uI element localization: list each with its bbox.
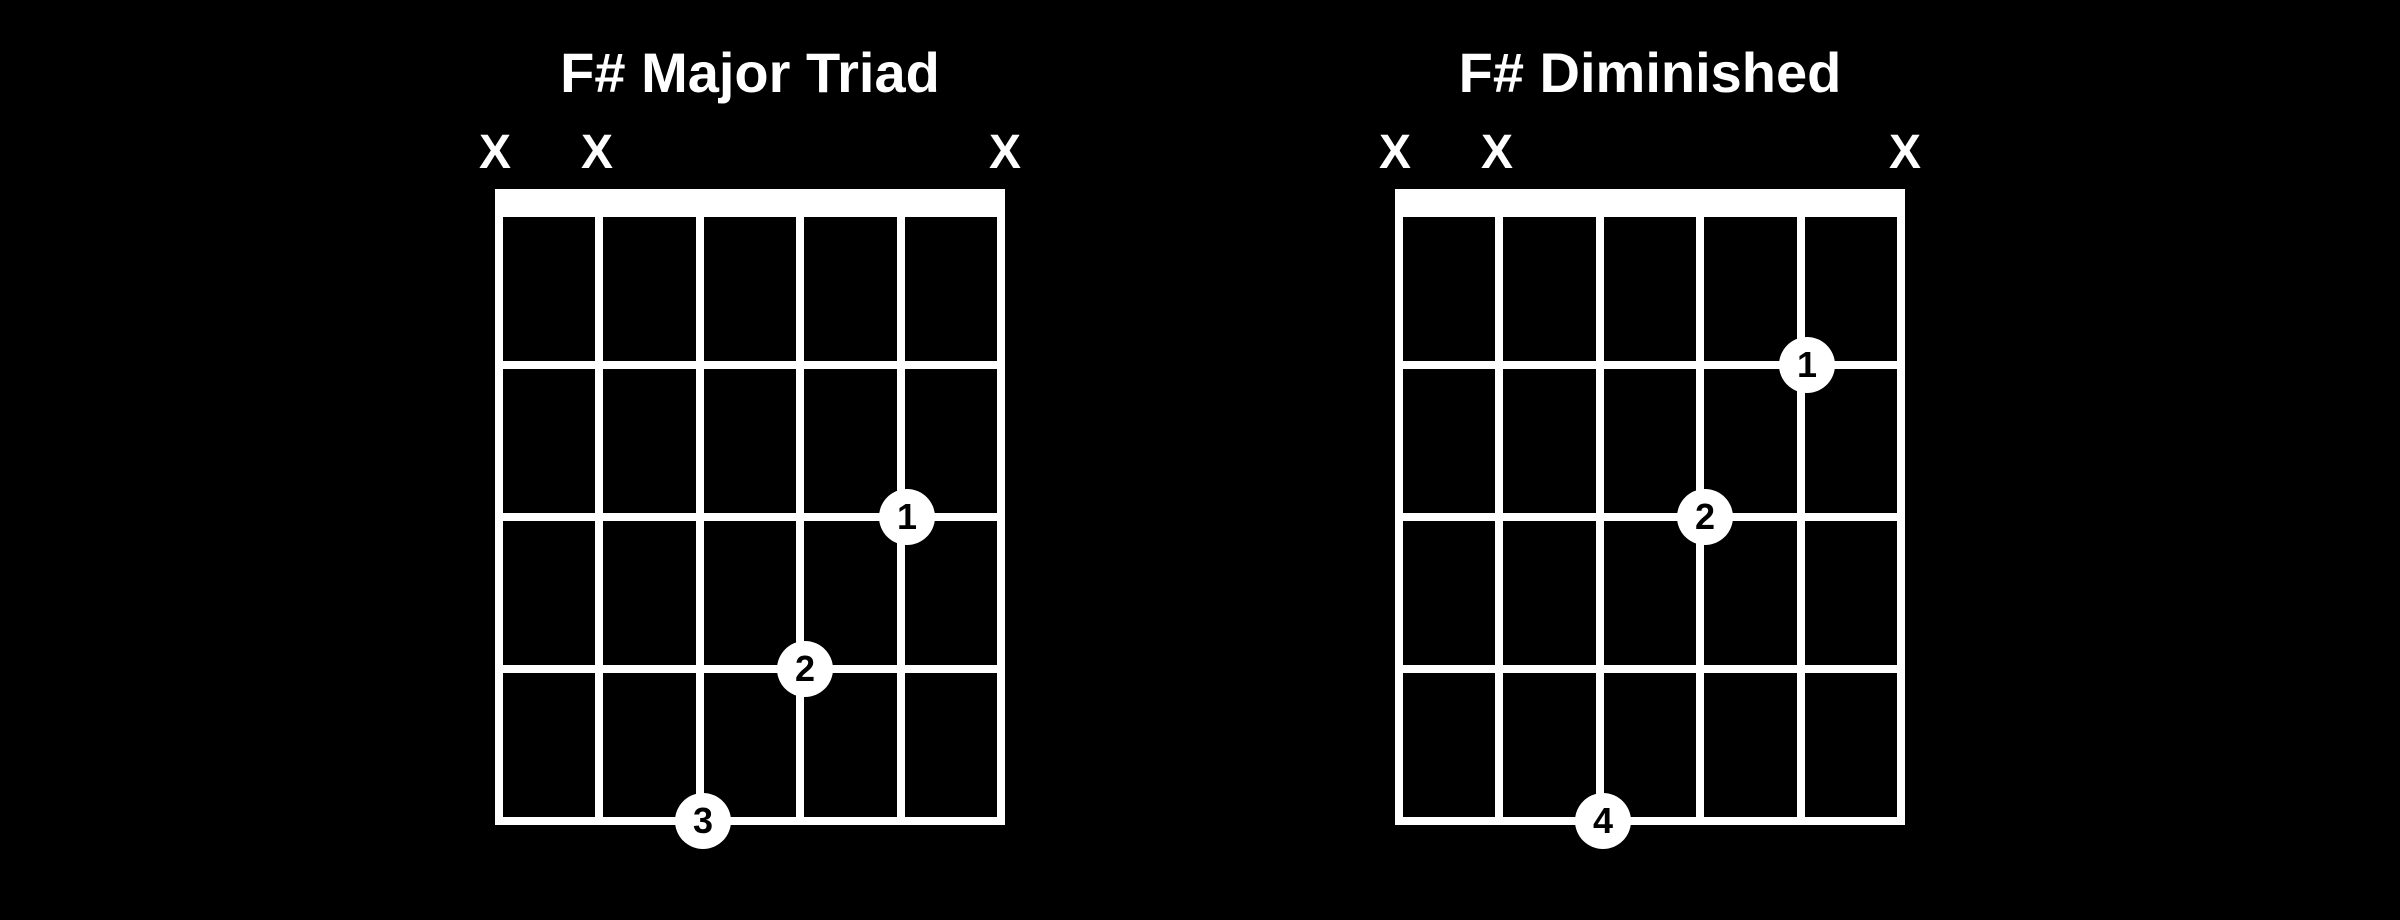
fret-row	[495, 217, 1005, 369]
string-marker: X	[1370, 125, 1420, 181]
string-marker	[1676, 125, 1726, 181]
string-marker	[674, 125, 724, 181]
string-marker	[878, 125, 928, 181]
fret-row	[495, 673, 1005, 825]
finger-dot: 2	[1677, 489, 1733, 545]
finger-dot: 2	[777, 641, 833, 697]
string-marker: X	[470, 125, 520, 181]
nut	[495, 189, 1005, 217]
fret-row	[1395, 673, 1905, 825]
chord-title: F# Diminished	[1459, 40, 1842, 105]
string-marker	[1778, 125, 1828, 181]
finger-dot: 1	[1779, 337, 1835, 393]
nut	[1395, 189, 1905, 217]
frets: 1 2 4	[1395, 217, 1905, 825]
chord-title: F# Major Triad	[560, 40, 940, 105]
string-marker: X	[572, 125, 622, 181]
string-marker	[776, 125, 826, 181]
fret-row	[495, 521, 1005, 673]
fretboard: 1 2 4	[1395, 189, 1905, 825]
string-marker: X	[1880, 125, 1930, 181]
finger-dot: 1	[879, 489, 935, 545]
fretboard: 1 2 3	[495, 189, 1005, 825]
frets: 1 2 3	[495, 217, 1005, 825]
finger-dot: 4	[1575, 793, 1631, 849]
string-marker: X	[980, 125, 1030, 181]
finger-dot: 3	[675, 793, 731, 849]
fret-row	[1395, 521, 1905, 673]
chord-diagram-1: F# Diminished X X X 1 2 4	[1370, 40, 1930, 825]
fret-row	[1395, 369, 1905, 521]
string-marker: X	[1472, 125, 1522, 181]
string-markers: X X X	[1370, 125, 1930, 181]
string-markers: X X X	[470, 125, 1030, 181]
string-marker	[1574, 125, 1624, 181]
chord-diagram-0: F# Major Triad X X X 1 2 3	[470, 40, 1030, 825]
